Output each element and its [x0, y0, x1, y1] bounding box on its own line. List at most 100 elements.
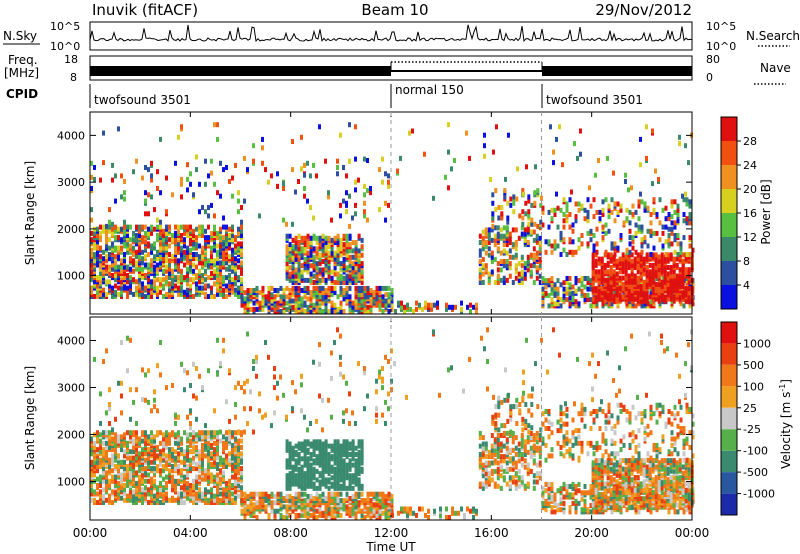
heatmap-cell [108, 256, 111, 262]
heatmap-cell [114, 173, 117, 179]
heatmap-cell [270, 285, 274, 291]
heatmap-cell [207, 434, 210, 440]
heatmap-cell [204, 241, 207, 247]
heatmap-cell [168, 287, 171, 293]
heatmap-cell [366, 309, 370, 314]
heatmap-cell [533, 221, 537, 227]
heatmap-cell [491, 223, 495, 229]
heatmap-cell [324, 158, 327, 164]
heatmap-cell [621, 294, 625, 300]
heatmap-cell [285, 244, 289, 250]
heatmap-cell [117, 245, 120, 251]
heatmap-cell [306, 263, 310, 269]
heatmap-cell [105, 279, 108, 285]
heatmap-cell [547, 303, 551, 309]
heatmap-cell [177, 224, 180, 230]
heatmap-cell [219, 264, 222, 270]
heatmap-cell [483, 153, 486, 159]
heatmap-cell [324, 304, 328, 310]
heatmap-cell [183, 237, 186, 243]
heatmap-cell [445, 302, 448, 308]
heatmap-cell [228, 179, 231, 184]
heatmap-cell [565, 218, 569, 224]
heatmap-cell [129, 493, 132, 499]
heatmap-cell [628, 241, 632, 247]
heatmap-cell [102, 224, 105, 230]
heatmap-cell [165, 175, 168, 181]
heatmap-cell [114, 432, 117, 438]
heatmap-cell [147, 478, 150, 484]
heatmap-cell [508, 235, 512, 241]
heatmap-cell [147, 434, 150, 440]
heatmap-cell [381, 302, 385, 308]
heatmap-cell [493, 237, 497, 243]
heatmap-cell [294, 240, 298, 245]
heatmap-cell [502, 225, 506, 231]
heatmap-cell [342, 275, 346, 281]
heatmap-cell [481, 246, 485, 252]
heatmap-cell [228, 461, 231, 467]
heatmap-cell [231, 277, 234, 283]
heatmap-cell [240, 270, 243, 276]
heatmap-cell [547, 278, 551, 284]
heatmap-cell [138, 451, 141, 457]
heatmap-cell [562, 218, 566, 224]
heatmap-cell [159, 277, 162, 283]
heatmap-cell [291, 298, 295, 304]
heatmap-cell [177, 228, 180, 234]
heatmap-cell [324, 246, 328, 252]
heatmap-cell [171, 495, 174, 501]
heatmap-cell [306, 285, 310, 291]
heatmap-cell [360, 244, 364, 250]
heatmap-cell [216, 190, 219, 196]
heatmap-cell [577, 245, 581, 251]
noise-sky-label: N.Sky [3, 29, 37, 43]
heatmap-cell [654, 296, 658, 302]
heatmap-cell [300, 273, 304, 279]
heatmap-cell [153, 226, 156, 232]
heatmap-cell [177, 436, 180, 442]
heatmap-cell [336, 294, 340, 300]
heatmap-cell [312, 280, 316, 285]
heatmap-cell [129, 256, 132, 262]
heatmap-cell [138, 228, 141, 234]
freq-label-2: [MHz] [4, 66, 39, 80]
heatmap-cell [333, 466, 337, 472]
heatmap-cell [523, 265, 527, 271]
heatmap-cell [532, 256, 536, 262]
heatmap-cell [586, 209, 590, 215]
heatmap-cell [663, 258, 667, 264]
heatmap-cell [204, 228, 207, 234]
heatmap-cell [225, 487, 228, 493]
heatmap-cell [360, 512, 364, 518]
heatmap-cell [228, 273, 231, 278]
heatmap-cell [195, 241, 198, 247]
heatmap-cell [672, 298, 676, 304]
heatmap-cell [102, 493, 105, 499]
heatmap-cell [90, 497, 93, 503]
heatmap-cell [649, 212, 653, 217]
heatmap-cell [381, 491, 385, 497]
heatmap-cell [339, 261, 343, 267]
heatmap-cell [291, 221, 294, 227]
heatmap-cell [649, 233, 653, 238]
heatmap-cell [330, 443, 334, 449]
heatmap-cell [231, 483, 234, 488]
heatmap-cell [354, 294, 358, 300]
heatmap-cell [282, 496, 286, 501]
heatmap-cell [627, 284, 631, 289]
heatmap-cell [339, 491, 343, 497]
heatmap-cell [612, 170, 615, 176]
heatmap-cell [348, 496, 352, 501]
heatmap-cell [666, 275, 670, 281]
heatmap-cell [162, 493, 165, 499]
heatmap-cell [487, 240, 491, 245]
heatmap-cell [192, 294, 195, 299]
heatmap-cell [327, 485, 331, 491]
heatmap-cell [108, 430, 111, 436]
heatmap-cell [631, 239, 635, 245]
heatmap-cell [276, 300, 280, 306]
heatmap-cell [448, 304, 451, 310]
heatmap-cell [198, 243, 201, 249]
heatmap-cell [318, 277, 322, 283]
